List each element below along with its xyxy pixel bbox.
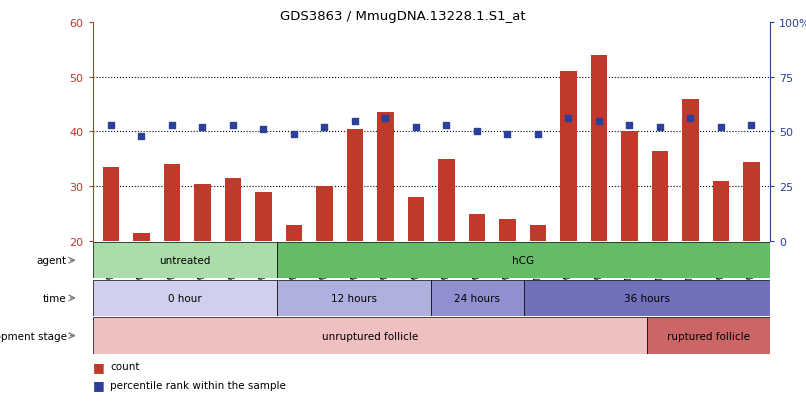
Bar bbox=[377, 113, 394, 242]
Bar bbox=[255, 192, 272, 242]
Bar bbox=[408, 198, 424, 242]
Point bbox=[165, 122, 178, 129]
Bar bbox=[743, 162, 760, 242]
Bar bbox=[651, 151, 668, 242]
Point bbox=[440, 122, 453, 129]
Bar bbox=[93, 280, 277, 316]
Bar bbox=[621, 132, 638, 242]
Bar bbox=[164, 165, 181, 242]
Bar bbox=[499, 220, 516, 242]
Point bbox=[714, 124, 727, 131]
Bar bbox=[194, 184, 211, 242]
Bar bbox=[133, 233, 150, 242]
Point bbox=[105, 122, 118, 129]
Bar bbox=[347, 129, 364, 242]
Text: percentile rank within the sample: percentile rank within the sample bbox=[110, 380, 286, 390]
Point bbox=[257, 127, 270, 133]
Bar bbox=[225, 179, 241, 242]
Text: development stage: development stage bbox=[0, 331, 67, 341]
Bar bbox=[713, 181, 729, 242]
Bar bbox=[93, 242, 277, 279]
Text: count: count bbox=[110, 361, 140, 371]
Point bbox=[592, 118, 605, 125]
Point bbox=[745, 122, 758, 129]
Point bbox=[471, 129, 484, 135]
Point bbox=[562, 116, 575, 122]
Bar bbox=[438, 159, 455, 242]
Text: 0 hour: 0 hour bbox=[168, 293, 202, 303]
Bar bbox=[316, 187, 333, 242]
Point bbox=[684, 116, 697, 122]
Point bbox=[348, 118, 361, 125]
Text: ■: ■ bbox=[93, 378, 105, 392]
Point bbox=[623, 122, 636, 129]
Text: untreated: untreated bbox=[160, 256, 210, 266]
Text: unruptured follicle: unruptured follicle bbox=[322, 331, 418, 341]
Text: GDS3863 / MmugDNA.13228.1.S1_at: GDS3863 / MmugDNA.13228.1.S1_at bbox=[280, 10, 526, 23]
Bar bbox=[646, 318, 770, 354]
Bar bbox=[591, 55, 608, 242]
Text: agent: agent bbox=[36, 256, 67, 266]
Text: 12 hours: 12 hours bbox=[331, 293, 377, 303]
Point bbox=[135, 133, 148, 140]
Bar bbox=[524, 280, 770, 316]
Point bbox=[531, 131, 544, 138]
Point bbox=[654, 124, 667, 131]
Point bbox=[318, 124, 331, 131]
Point bbox=[288, 131, 301, 138]
Point bbox=[379, 116, 392, 122]
Bar bbox=[277, 280, 431, 316]
Text: time: time bbox=[43, 293, 67, 303]
Bar bbox=[102, 168, 119, 242]
Point bbox=[226, 122, 239, 129]
Text: ruptured follicle: ruptured follicle bbox=[667, 331, 750, 341]
Text: hCG: hCG bbox=[513, 256, 534, 266]
Bar bbox=[682, 99, 699, 242]
Bar bbox=[468, 214, 485, 242]
Text: 36 hours: 36 hours bbox=[624, 293, 670, 303]
Bar bbox=[560, 72, 577, 242]
Bar bbox=[93, 318, 646, 354]
Bar bbox=[431, 280, 524, 316]
Bar bbox=[285, 225, 302, 242]
Bar bbox=[530, 225, 546, 242]
Text: ■: ■ bbox=[93, 360, 105, 373]
Bar bbox=[277, 242, 770, 279]
Point bbox=[501, 131, 514, 138]
Point bbox=[196, 124, 209, 131]
Point bbox=[409, 124, 422, 131]
Text: 24 hours: 24 hours bbox=[455, 293, 501, 303]
